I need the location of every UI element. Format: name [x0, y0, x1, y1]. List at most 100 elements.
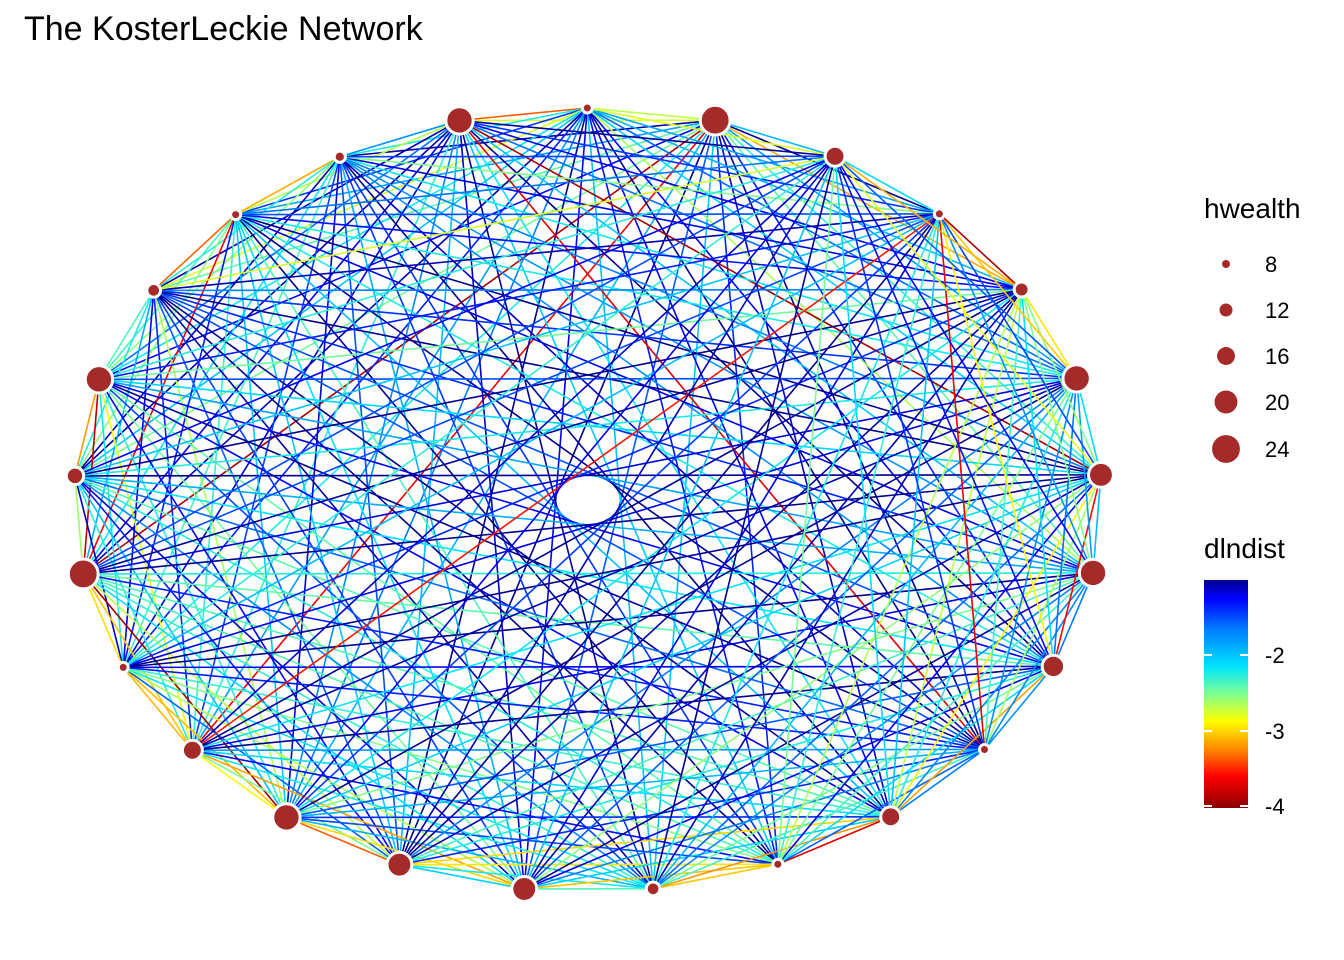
network-edge: [235, 213, 1022, 291]
network-edge: [192, 749, 654, 890]
network-edge: [98, 378, 525, 890]
edge-layer: [74, 107, 1102, 890]
size-legend-label: 12: [1265, 298, 1290, 323]
network-edge: [1092, 474, 1102, 574]
network-edge: [938, 213, 1023, 291]
network-edge: [1075, 378, 1094, 574]
chart-title: The KosterLeckie Network: [24, 10, 423, 48]
network-edge: [524, 816, 891, 890]
network-edge: [74, 475, 654, 890]
network-edge: [235, 107, 588, 216]
network-edge: [714, 119, 836, 158]
network-node: [977, 742, 991, 756]
network-edge: [714, 119, 1023, 291]
network-edge: [834, 155, 1023, 291]
network-edge: [1052, 474, 1102, 667]
network-edge: [235, 213, 1102, 476]
network-edge: [191, 119, 716, 751]
network-edge: [83, 572, 1094, 575]
network-edge: [191, 213, 940, 751]
color-legend-title: dlndist: [1204, 533, 1285, 564]
network-edge: [74, 475, 194, 751]
network-edge: [834, 155, 1102, 476]
network-node: [1040, 653, 1067, 680]
network-node: [823, 144, 847, 168]
network-edge: [153, 119, 716, 292]
network-edge: [285, 107, 589, 818]
network-edge: [122, 377, 1077, 669]
network-node: [180, 738, 204, 762]
network-edge: [153, 289, 779, 865]
network-edge: [191, 155, 836, 751]
network-edge: [587, 107, 940, 215]
network-edge: [235, 155, 836, 216]
network-edge: [652, 289, 1023, 890]
network-edge: [82, 573, 288, 818]
network-edge: [82, 573, 654, 890]
network-edge: [74, 214, 237, 477]
network-edge: [983, 665, 1054, 750]
network-edge: [234, 214, 288, 818]
network-edge: [586, 107, 1094, 574]
network-edge: [82, 213, 940, 575]
network-edge: [523, 572, 1094, 890]
network-node: [1087, 460, 1115, 489]
network-edge: [523, 474, 1102, 890]
network-edge: [192, 572, 1094, 752]
network-edge: [983, 572, 1094, 750]
network-edge: [339, 155, 1022, 291]
network-node: [385, 850, 414, 879]
network-edge: [523, 665, 1054, 890]
network-edge: [98, 378, 892, 818]
size-legend-label: 16: [1265, 344, 1290, 369]
network-edge: [398, 120, 461, 865]
network-edge: [192, 665, 1054, 752]
network-edge: [1020, 289, 1102, 476]
network-edge: [523, 155, 836, 890]
size-legend-title: hwealth: [1204, 193, 1301, 224]
network-edge: [74, 377, 1077, 477]
network-edge: [652, 816, 891, 890]
network-edge: [398, 288, 1023, 866]
network-edge: [153, 107, 588, 292]
size-legend-dot: [1219, 303, 1233, 317]
network-edge: [235, 119, 460, 216]
network-edge: [286, 816, 654, 890]
network-edge: [834, 156, 892, 817]
network-edge: [98, 288, 1022, 381]
network-edge: [889, 378, 1078, 818]
network-edge: [777, 213, 941, 865]
network-edge: [74, 213, 940, 477]
network-edge: [714, 120, 779, 865]
network-edge: [74, 475, 288, 818]
network-edge: [834, 155, 1094, 574]
size-legend-dot: [1222, 260, 1230, 268]
network-edge: [286, 816, 400, 866]
size-legend-dot: [1212, 435, 1240, 463]
network-edge: [98, 214, 237, 380]
network-node: [698, 103, 732, 137]
size-legend-dot: [1214, 390, 1238, 414]
network-edge: [235, 213, 1094, 574]
network-edge: [523, 119, 716, 890]
network-edge: [235, 213, 940, 216]
network-edge: [714, 119, 1078, 380]
network-edge: [98, 155, 836, 381]
network-edge: [714, 119, 1094, 574]
network-edge: [459, 119, 1102, 476]
network-node: [229, 208, 243, 222]
network-edge: [235, 213, 985, 751]
network-edge: [587, 107, 1022, 291]
network-edge: [153, 213, 940, 292]
network-edge: [285, 213, 940, 819]
network-edge: [122, 666, 194, 751]
network-edge: [889, 474, 1102, 818]
network-edge: [523, 213, 941, 890]
network-edge: [889, 289, 1023, 818]
network-edge: [339, 156, 1094, 574]
network-edge: [938, 213, 986, 750]
network-node: [83, 364, 115, 395]
network-edge: [458, 120, 654, 890]
network-edge: [652, 572, 1094, 890]
network-edge: [98, 119, 716, 381]
